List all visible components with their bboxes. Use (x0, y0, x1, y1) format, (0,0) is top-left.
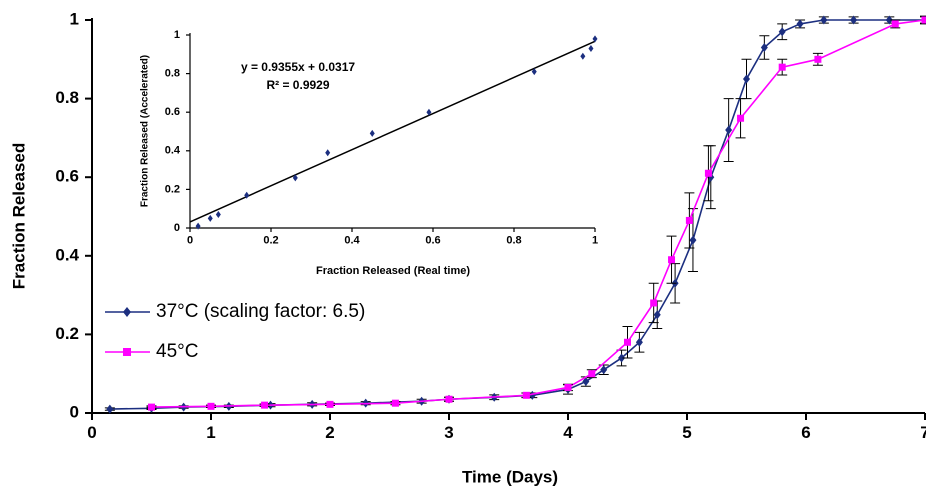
marker (737, 114, 745, 122)
marker (123, 307, 131, 317)
marker (588, 370, 596, 378)
marker (261, 401, 269, 409)
marker (820, 15, 828, 25)
x-axis-label: Fraction Released (Real time) (316, 265, 470, 277)
marker (564, 383, 572, 391)
y-tick-label: 0.2 (55, 324, 79, 343)
marker (689, 235, 697, 245)
marker (760, 43, 768, 53)
marker (531, 68, 537, 76)
marker (215, 210, 221, 218)
y-tick-label: 0.4 (55, 245, 79, 264)
marker (850, 15, 858, 25)
x-tick-label: 0.6 (425, 235, 440, 247)
marker (207, 214, 213, 222)
x-tick-label: 0.8 (506, 235, 521, 247)
x-tick-label: 4 (563, 423, 573, 442)
annotation: y = 0.9355x + 0.0317 (241, 60, 355, 74)
marker (522, 391, 530, 399)
y-tick-label: 0 (70, 402, 79, 421)
marker (582, 377, 590, 387)
x-tick-label: 7 (920, 423, 926, 442)
marker (685, 216, 693, 224)
marker (704, 169, 712, 177)
series-line (109, 19, 925, 410)
legend-label: 37°C (scaling factor: 6.5) (156, 301, 365, 322)
marker (814, 55, 822, 63)
marker (106, 404, 114, 414)
y-tick-label: 1 (174, 29, 180, 41)
marker (725, 125, 733, 135)
y-axis-label: Fraction Released (Accelerated) (140, 55, 151, 207)
y-tick-label: 0.2 (165, 183, 180, 195)
marker (369, 129, 375, 137)
x-tick-label: 0 (187, 235, 193, 247)
marker (292, 174, 298, 182)
marker (325, 149, 331, 157)
marker (326, 400, 334, 408)
marker (778, 27, 786, 37)
marker (580, 52, 586, 60)
y-tick-label: 0.6 (55, 167, 79, 186)
x-tick-label: 0.2 (263, 235, 278, 247)
x-tick-label: 6 (801, 423, 810, 442)
marker (796, 19, 804, 29)
marker (588, 45, 594, 53)
x-tick-label: 1 (206, 423, 215, 442)
y-tick-label: 0 (174, 222, 180, 234)
marker (778, 63, 786, 71)
y-tick-label: 1 (70, 9, 79, 28)
marker (148, 403, 155, 411)
marker (426, 108, 432, 116)
marker (244, 191, 250, 199)
marker (600, 365, 608, 375)
marker (195, 222, 201, 230)
marker (592, 35, 598, 43)
x-tick-label: 0 (87, 423, 96, 442)
marker (921, 16, 926, 24)
y-axis-label: Fraction Released (9, 143, 28, 289)
annotation: R² = 0.9929 (266, 78, 329, 92)
marker (653, 310, 661, 320)
marker (650, 299, 658, 307)
marker (123, 348, 131, 356)
marker (635, 337, 643, 347)
x-tick-label: 5 (682, 423, 691, 442)
marker (445, 395, 453, 403)
marker (391, 399, 399, 407)
x-axis-label: Time (Days) (462, 467, 558, 486)
x-tick-label: 3 (444, 423, 453, 442)
marker (668, 256, 676, 264)
y-tick-label: 0.4 (165, 145, 181, 157)
marker (885, 15, 893, 25)
marker (891, 20, 899, 28)
y-tick-label: 0.6 (165, 106, 180, 118)
x-tick-label: 0.4 (344, 235, 360, 247)
y-tick-label: 0.8 (55, 88, 79, 107)
legend-label: 45°C (156, 341, 198, 362)
x-tick-label: 2 (325, 423, 334, 442)
marker (207, 402, 215, 410)
y-tick-label: 0.8 (165, 68, 180, 80)
marker (624, 338, 631, 346)
x-tick-label: 1 (592, 235, 598, 247)
trendline (189, 40, 596, 223)
marker (618, 353, 626, 363)
marker (743, 74, 750, 84)
